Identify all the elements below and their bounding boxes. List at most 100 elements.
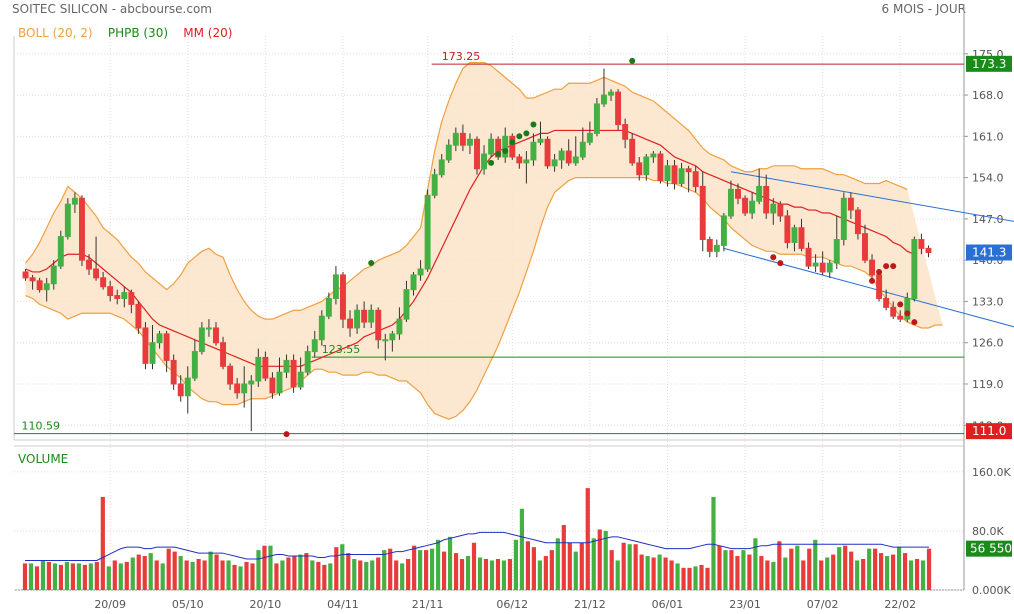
candle-body [502, 135, 509, 158]
volume-bar [507, 558, 513, 590]
candle-body [452, 132, 459, 146]
candle-body [509, 135, 516, 158]
volume-bar [58, 564, 64, 590]
candle-body [713, 244, 720, 252]
volume-bar [663, 557, 668, 590]
candle-body [459, 132, 466, 146]
volume-bar [262, 545, 267, 590]
price-tag-box [966, 423, 1012, 440]
volume-bar [184, 560, 189, 590]
volume-bar [789, 548, 794, 590]
candle-body [431, 174, 438, 196]
candle-body [325, 297, 332, 317]
volume-bar [238, 566, 243, 590]
period-label[interactable]: 6 MOIS - JOUR [881, 2, 966, 16]
volume-bar [801, 560, 806, 590]
candle-body [396, 318, 403, 335]
price-tag-label: 141.3 [972, 245, 1006, 259]
volume-bar [549, 550, 554, 590]
candle-body [735, 188, 741, 199]
volume-bar [471, 542, 477, 590]
price-tag-label: 111.0 [972, 424, 1006, 438]
volume-bar [435, 539, 441, 590]
volume-bar [639, 554, 644, 590]
candle-body [720, 215, 727, 246]
candle-body [650, 153, 657, 158]
candle-body [361, 309, 368, 323]
volume-bar [890, 554, 896, 590]
x-tick-label: 22/02 [884, 598, 916, 611]
candle-body [756, 185, 763, 202]
high-marker [509, 139, 516, 146]
low-marker [890, 263, 897, 270]
candle-body [516, 156, 523, 164]
low-marker [869, 277, 876, 284]
low-marker [897, 301, 904, 308]
volume-bar [172, 551, 177, 590]
legend-boll[interactable]: BOLL (20, 2) [18, 26, 93, 40]
legend-phpb[interactable]: PHPB (30) [107, 26, 169, 40]
volume-bar [100, 496, 105, 590]
x-tick-label: 21/12 [574, 598, 606, 611]
volume-bar [412, 545, 417, 590]
volume-bar [148, 553, 153, 590]
candle-body [615, 91, 622, 126]
volume-bar [819, 560, 824, 590]
volume-bar [40, 560, 46, 590]
candle-body [227, 365, 234, 385]
volume-bar [70, 563, 75, 590]
candle-body [798, 227, 805, 249]
volume-bar [920, 560, 926, 590]
volume-bar [555, 538, 560, 590]
volume-bar [268, 545, 273, 590]
low-marker [777, 260, 784, 267]
volume-bar [190, 561, 195, 590]
candle-body [608, 91, 614, 96]
candle-body [170, 359, 177, 385]
candle-body [840, 197, 847, 241]
candle-body [833, 239, 840, 264]
volume-bar [298, 554, 303, 590]
candle-body [558, 150, 565, 161]
volume-bar [424, 550, 429, 590]
volume-bar [525, 541, 530, 590]
volume-bar [759, 556, 764, 590]
candle-body [205, 327, 212, 330]
candle-body [488, 138, 495, 155]
candle-body [22, 271, 29, 279]
candle-body [727, 188, 734, 217]
x-tick-label: 07/02 [807, 598, 839, 611]
legend-mm[interactable]: MM (20) [183, 26, 233, 40]
volume-bar [609, 550, 614, 590]
candle-body [375, 309, 382, 341]
volume-bar [579, 542, 584, 590]
volume-bar [22, 563, 28, 590]
volume-bar [723, 550, 728, 590]
volume-bar [495, 558, 501, 590]
candle-body [332, 274, 339, 299]
volume-bar [388, 548, 393, 590]
volume-bar [118, 563, 123, 590]
volume-bar [76, 563, 81, 590]
candle-body [883, 297, 890, 308]
price-tag-box [966, 244, 1012, 261]
volume-bar [370, 560, 375, 590]
volume-bar [64, 561, 69, 590]
x-tick-label: 20/10 [250, 598, 282, 611]
volume-bar [310, 560, 315, 590]
volume-tag-label: 56 550 [970, 542, 1012, 556]
candle-body [340, 274, 346, 320]
candle-body [911, 239, 918, 299]
volume-bar [430, 548, 435, 590]
volume-bar [250, 563, 255, 590]
candle-body [869, 259, 876, 276]
price-tag-label: 173.3 [972, 57, 1006, 71]
volume-bar [603, 530, 608, 590]
price-tick-label: 147.0 [972, 213, 1004, 226]
volume-bar [729, 550, 734, 590]
volume-bar [453, 553, 459, 590]
candle-body [572, 156, 579, 164]
candle-body [897, 315, 904, 320]
bollinger-upper-line [25, 62, 908, 320]
